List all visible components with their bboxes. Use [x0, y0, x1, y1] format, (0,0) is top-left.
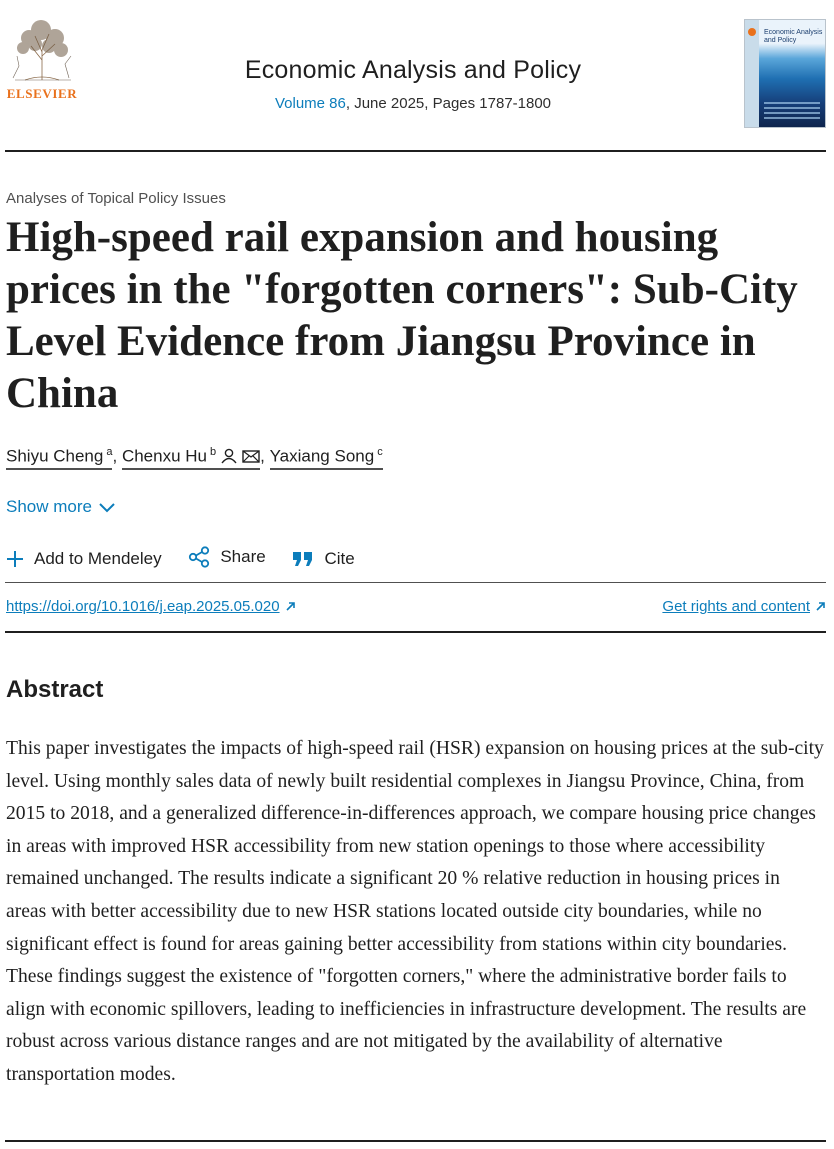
- article-title: High-speed rail expansion and housing pr…: [6, 214, 798, 417]
- cite-label: Cite: [324, 549, 355, 568]
- abstract-heading: Abstract: [6, 676, 104, 703]
- volume-link[interactable]: Volume 86: [274, 95, 346, 112]
- abstract-text: This paper investigates the impacts of h…: [6, 738, 824, 1085]
- author-link[interactable]: Chenxu Hu b: [121, 446, 261, 470]
- author-name: Chenxu Hu: [121, 446, 207, 466]
- article-toolbar: Add to Mendeley Share Cite: [6, 546, 377, 570]
- share-button[interactable]: Share: [188, 546, 266, 568]
- quote-icon: [293, 552, 313, 566]
- author-separator: ,: [260, 446, 265, 466]
- author-name: Shiyu Cheng: [6, 446, 104, 466]
- cover-logo-dot: [748, 28, 756, 36]
- doi-text: https://doi.org/10.1016/j.eap.2025.05.02…: [6, 598, 280, 615]
- author-separator: ,: [112, 446, 118, 466]
- author-list: Shiyu Cheng a, Chenxu Hu b, Yaxiang Song c: [6, 446, 383, 470]
- publisher-name: ELSEVIER: [6, 86, 78, 101]
- affiliation-marker: a: [106, 446, 113, 458]
- header-divider: [5, 150, 826, 152]
- journal-cover-image[interactable]: Economic Analysis and Policy: [744, 19, 826, 128]
- envelope-icon: [242, 449, 260, 463]
- cover-title: Economic Analysis and Policy: [764, 29, 823, 44]
- journal-title[interactable]: Economic Analysis and Policy: [244, 56, 582, 84]
- article-section: Analyses of Topical Policy Issues: [6, 190, 226, 207]
- show-more-label: Show more: [6, 497, 92, 516]
- external-link-icon: [285, 602, 295, 611]
- journal-info: Economic Analysis and Policy Volume 86, …: [160, 56, 666, 112]
- author-name: Yaxiang Song: [269, 446, 375, 466]
- cite-button[interactable]: Cite: [292, 549, 355, 569]
- plus-icon: [7, 551, 23, 567]
- mendeley-label: Add to Mendeley: [34, 549, 162, 568]
- person-icon: [221, 448, 237, 464]
- elsevier-tree-icon: [5, 16, 79, 84]
- share-label: Share: [220, 547, 266, 566]
- rights-text: Get rights and content: [662, 598, 810, 615]
- add-to-mendeley-button[interactable]: Add to Mendeley: [6, 549, 162, 569]
- issue-details: , June 2025, Pages 1787-1800: [345, 95, 552, 112]
- toolbar-divider: [5, 582, 826, 583]
- journal-header: ELSEVIER Economic Analysis and Policy Vo…: [0, 0, 834, 152]
- doi-link[interactable]: https://doi.org/10.1016/j.eap.2025.05.02…: [6, 598, 296, 615]
- elsevier-logo[interactable]: ELSEVIER: [5, 16, 79, 102]
- cover-strip: [745, 20, 759, 127]
- doi-divider: [5, 631, 826, 633]
- author-link[interactable]: Shiyu Cheng a: [6, 446, 113, 470]
- show-more-button[interactable]: Show more: [6, 497, 116, 517]
- chevron-down-icon: [99, 503, 115, 513]
- share-icon: [189, 546, 210, 568]
- journal-meta: Volume 86, June 2025, Pages 1787-1800: [160, 95, 666, 112]
- affiliation-marker: b: [210, 446, 217, 458]
- rights-link[interactable]: Get rights and content: [662, 598, 826, 615]
- author-link[interactable]: Yaxiang Song c: [269, 446, 383, 470]
- cover-editor-lines: [764, 102, 820, 124]
- external-link-icon: [816, 602, 825, 611]
- affiliation-marker: c: [377, 446, 383, 458]
- abstract-divider: [5, 1140, 826, 1142]
